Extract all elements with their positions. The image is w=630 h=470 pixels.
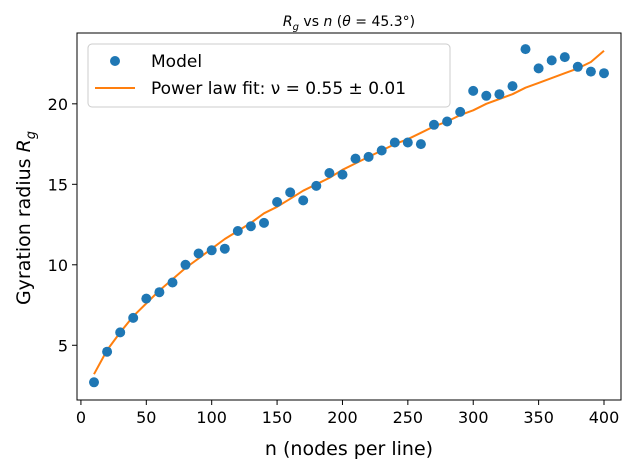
data-point — [232, 226, 243, 236]
plot-frame — [76, 32, 622, 401]
data-point — [402, 137, 413, 148]
title-var-n: n — [323, 14, 332, 30]
x-axis-ticks: 0 50 100 150 200 250 300 350 400 — [76, 400, 619, 427]
data-point — [219, 243, 230, 254]
data-point — [363, 151, 374, 162]
data-point — [442, 116, 453, 127]
y-label-var: R — [13, 139, 35, 152]
data-point — [102, 346, 113, 357]
x-tick-label: 150 — [262, 408, 293, 427]
x-tick-label: 300 — [458, 408, 489, 427]
data-point — [376, 145, 387, 156]
x-tick-label: 50 — [136, 408, 156, 427]
data-point — [585, 66, 596, 77]
x-tick-label: 200 — [327, 408, 358, 427]
y-label-text: Gyration radius — [13, 152, 35, 305]
x-tick-label: 0 — [76, 408, 86, 427]
data-point — [141, 293, 152, 304]
data-point — [546, 55, 557, 66]
data-point — [415, 139, 426, 150]
legend: Model Power law fit: ν = 0.55 ± 0.01 — [87, 43, 451, 108]
x-tick-label: 400 — [589, 408, 620, 427]
series-layer — [89, 44, 609, 388]
data-point — [311, 180, 322, 191]
chart-title: Rg vs n (θ = 45.3°) — [283, 14, 415, 33]
x-tick-label: 250 — [393, 408, 424, 427]
y-tick-label: 20 — [48, 95, 68, 114]
title-var-r: R — [283, 14, 293, 30]
legend-label-model: Model — [151, 52, 202, 72]
x-tick-label: 350 — [523, 408, 554, 427]
data-point — [389, 137, 400, 148]
data-point — [115, 327, 126, 338]
data-point — [481, 90, 492, 101]
data-point — [245, 221, 256, 232]
data-point — [298, 195, 309, 206]
data-point — [468, 85, 479, 96]
data-point — [89, 377, 99, 388]
data-point — [154, 287, 165, 298]
y-tick-label: 10 — [48, 256, 68, 275]
data-point — [520, 44, 531, 55]
data-point — [167, 277, 178, 288]
data-point — [259, 217, 269, 228]
data-point — [337, 169, 348, 180]
y-tick-label: 15 — [48, 175, 68, 194]
legend-label-fit: Power law fit: ν = 0.55 ± 0.01 — [151, 79, 406, 99]
data-point — [193, 248, 204, 259]
data-point — [429, 119, 439, 130]
title-theta: θ — [342, 14, 351, 30]
title-paren-open: ( — [332, 14, 342, 30]
data-point — [599, 68, 609, 79]
legend-box — [87, 43, 451, 108]
y-axis-ticks: 5 10 15 20 — [48, 95, 77, 355]
data-point — [206, 245, 217, 256]
data-point — [128, 312, 139, 323]
fit-line — [93, 49, 605, 375]
x-tick-label: 100 — [196, 408, 227, 427]
data-point — [533, 63, 544, 74]
data-point — [494, 89, 505, 100]
title-theta-value: = 45.3°) — [351, 14, 415, 30]
data-point — [455, 106, 466, 117]
data-point — [285, 187, 296, 198]
data-point — [272, 197, 283, 207]
data-point — [324, 168, 335, 178]
x-axis-label: n (nodes per line) — [265, 438, 433, 460]
data-point — [507, 81, 518, 92]
legend-marker-model — [110, 56, 120, 66]
y-tick-label: 5 — [58, 336, 68, 355]
title-vs: vs — [299, 14, 323, 30]
data-point — [350, 153, 361, 164]
y-label-sub: g — [24, 131, 39, 139]
y-axis-label: Gyration radius Rg — [13, 131, 39, 305]
data-point — [180, 259, 191, 270]
data-point — [572, 61, 583, 72]
data-point — [559, 52, 570, 63]
title-sub-g: g — [293, 22, 299, 33]
